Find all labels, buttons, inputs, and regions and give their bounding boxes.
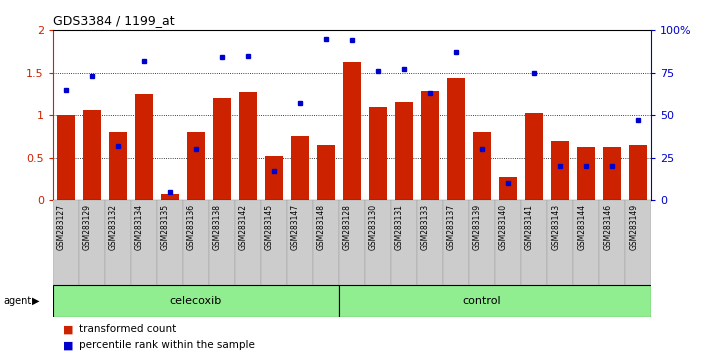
Bar (573, 200, 599, 285)
Text: GSM283147: GSM283147 (291, 204, 300, 250)
Bar (339, 200, 365, 285)
Bar (547, 200, 573, 285)
Bar (313, 200, 339, 285)
Bar (213, 98, 231, 200)
Text: GSM283137: GSM283137 (447, 204, 456, 250)
Bar (108, 132, 127, 200)
Bar (235, 200, 261, 285)
Bar (209, 200, 235, 285)
Text: GSM283142: GSM283142 (239, 204, 248, 250)
Bar (443, 200, 469, 285)
Bar (79, 200, 105, 285)
Bar (239, 92, 257, 200)
Bar (57, 115, 75, 200)
Bar (287, 200, 313, 285)
Bar (187, 132, 205, 200)
Text: GSM283148: GSM283148 (317, 204, 326, 250)
Bar (365, 200, 391, 285)
Text: GSM283145: GSM283145 (265, 204, 274, 250)
Bar (339, 285, 651, 317)
Bar (495, 200, 521, 285)
Bar (291, 136, 309, 200)
Text: GSM283133: GSM283133 (421, 204, 430, 250)
Bar (629, 145, 647, 200)
Bar (521, 200, 547, 285)
Text: GSM283135: GSM283135 (161, 204, 170, 250)
Text: ■: ■ (63, 340, 74, 350)
Bar (603, 147, 622, 200)
Bar (161, 194, 179, 200)
Bar (343, 62, 361, 200)
Text: GSM283129: GSM283129 (83, 204, 92, 250)
Text: GSM283132: GSM283132 (109, 204, 118, 250)
Bar (53, 200, 79, 285)
Bar (417, 200, 443, 285)
Bar (183, 200, 209, 285)
Bar (53, 285, 339, 317)
Text: GSM283140: GSM283140 (499, 204, 508, 250)
Text: percentile rank within the sample: percentile rank within the sample (79, 340, 255, 350)
Text: GSM283134: GSM283134 (135, 204, 144, 250)
Text: ▶: ▶ (32, 296, 40, 306)
Bar (317, 145, 335, 200)
Text: GSM283139: GSM283139 (473, 204, 482, 250)
Text: control: control (463, 296, 501, 306)
Text: transformed count: transformed count (79, 324, 176, 334)
Text: agent: agent (4, 296, 32, 306)
Text: GSM283127: GSM283127 (57, 204, 65, 250)
Bar (525, 113, 543, 200)
Text: GSM283143: GSM283143 (551, 204, 560, 250)
Bar (469, 200, 495, 285)
Text: GSM283149: GSM283149 (629, 204, 639, 250)
Text: GDS3384 / 1199_at: GDS3384 / 1199_at (53, 13, 175, 27)
Bar (551, 141, 570, 200)
Text: GSM283131: GSM283131 (395, 204, 404, 250)
Bar (577, 147, 596, 200)
Bar (105, 200, 131, 285)
Bar (83, 110, 101, 200)
Text: GSM283144: GSM283144 (577, 204, 586, 250)
Text: GSM283136: GSM283136 (187, 204, 196, 250)
Text: GSM283146: GSM283146 (603, 204, 612, 250)
Bar (473, 132, 491, 200)
Bar (421, 91, 439, 200)
Bar (391, 200, 417, 285)
Text: GSM283141: GSM283141 (525, 204, 534, 250)
Text: ■: ■ (63, 324, 74, 334)
Bar (134, 94, 153, 200)
Bar (369, 107, 387, 200)
Bar (395, 102, 413, 200)
Bar (499, 177, 517, 200)
Bar (261, 200, 287, 285)
Text: GSM283130: GSM283130 (369, 204, 378, 250)
Bar (599, 200, 625, 285)
Bar (131, 200, 157, 285)
Text: GSM283128: GSM283128 (343, 204, 352, 250)
Bar (625, 200, 651, 285)
Text: GSM283138: GSM283138 (213, 204, 222, 250)
Bar (157, 200, 183, 285)
Bar (265, 156, 283, 200)
Text: celecoxib: celecoxib (170, 296, 222, 306)
Bar (447, 78, 465, 200)
